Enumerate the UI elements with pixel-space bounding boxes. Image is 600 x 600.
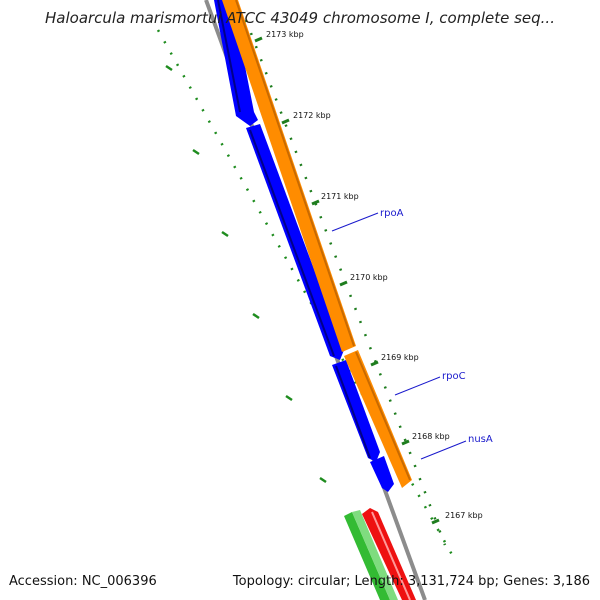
forward-cds-rpoA[interactable] (222, 0, 356, 352)
forward-cds-rpoC[interactable] (344, 350, 412, 488)
green-feature-2[interactable] (352, 510, 398, 600)
gene-label-rpoA[interactable]: rpoA (380, 208, 404, 219)
accession-label: Accession: NC_006396 (9, 574, 157, 589)
tick-2172 (281, 118, 290, 125)
leader-line-rpoA (331, 212, 379, 232)
scale-labels: 2173 kbp 2172 kbp 2171 kbp 2170 kbp 2169… (266, 30, 483, 520)
scale-ticks (244, 19, 447, 546)
reverse-strand-track (214, 0, 394, 492)
forward-strand-track (222, 0, 412, 488)
tick-label-2172: 2172 kbp (293, 111, 331, 120)
green-feature-1[interactable] (344, 512, 390, 600)
minor-ticks (244, 19, 447, 546)
tick-label-2170: 2170 kbp (350, 273, 388, 282)
gene-label-rpoC[interactable]: rpoC (442, 371, 466, 382)
lower-features-track (344, 508, 416, 600)
map-title: Haloarcula marismortui ATCC 43049 chromo… (45, 9, 555, 27)
tick-2168 (401, 439, 410, 446)
tick-label-2168: 2168 kbp (412, 432, 450, 441)
gene-label-nusA[interactable]: nusA (468, 434, 493, 445)
genome-summary-label: Topology: circular; Length: 3,131,724 bp… (232, 574, 590, 589)
gene-labels: rpoA rpoC nusA (331, 208, 493, 460)
tick-label-2173: 2173 kbp (266, 30, 304, 39)
tick-2173 (254, 36, 263, 43)
leader-line-nusA (420, 440, 467, 460)
tick-2167 (431, 518, 440, 525)
tick-2169 (370, 360, 379, 367)
leader-line-rpoC (394, 376, 441, 396)
reverse-cds-4[interactable] (370, 456, 394, 492)
gc-content-track (156, 29, 457, 561)
tick-label-2171: 2171 kbp (321, 192, 359, 201)
gc-track-accents (165, 64, 327, 484)
tick-label-2169: 2169 kbp (381, 353, 419, 362)
red-feature[interactable] (362, 508, 416, 600)
tick-2171 (311, 199, 320, 206)
tick-label-2167: 2167 kbp (445, 511, 483, 520)
